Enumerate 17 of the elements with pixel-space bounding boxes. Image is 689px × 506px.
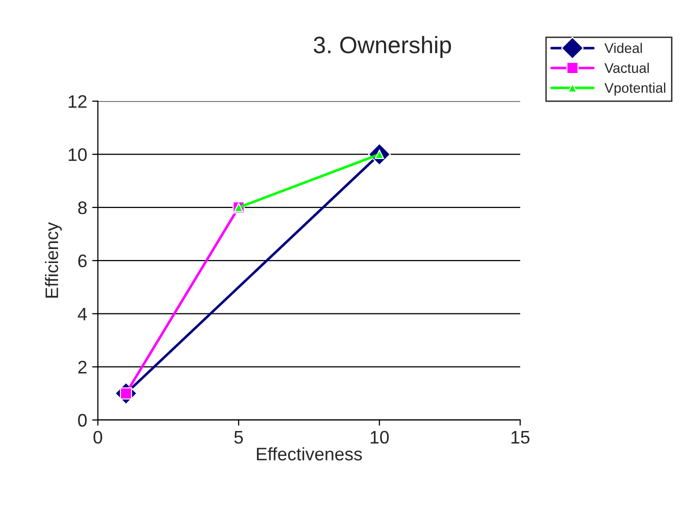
legend-label: Vpotential [604,82,666,96]
x-tick-label: 0 [94,430,102,444]
y-tick-label: 0 [78,414,87,427]
y-axis-title: Efficiency [44,222,62,298]
x-tick-label: 10 [370,430,389,444]
y-tick-label: 12 [68,95,87,108]
y-tick-label: 6 [78,254,87,268]
x-tick-label: 5 [234,431,243,444]
x-tick-label: 15 [512,431,530,444]
y-tick-label: 8 [78,201,87,214]
chart-title: 3. Ownership [314,36,451,58]
y-tick-label: 2 [78,360,87,374]
y-tick-label: 4 [78,308,87,320]
x-axis-title: Effectiveness [256,447,362,460]
legend-label: Videal [604,42,642,54]
legend-label: Vactual [604,62,649,73]
y-tick-label: 10 [68,148,87,162]
